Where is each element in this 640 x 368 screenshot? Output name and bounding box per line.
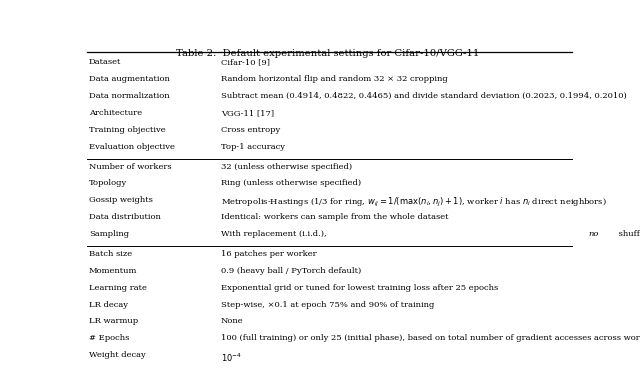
Text: LR decay: LR decay — [89, 301, 128, 309]
Text: Table 2:  Default experimental settings for Cifar-10/VGG-11: Table 2: Default experimental settings f… — [176, 49, 480, 58]
Text: Cifar-10 [9]: Cifar-10 [9] — [221, 59, 270, 66]
Text: Cross entropy: Cross entropy — [221, 126, 280, 134]
Text: Number of workers: Number of workers — [89, 163, 172, 171]
Text: Subtract mean (0.4914, 0.4822, 0.4465) and divide standard deviation (0.2023, 0.: Subtract mean (0.4914, 0.4822, 0.4465) a… — [221, 92, 627, 100]
Text: Data distribution: Data distribution — [89, 213, 161, 221]
Text: With replacement (i.i.d.),: With replacement (i.i.d.), — [221, 230, 329, 238]
Text: Momentum: Momentum — [89, 267, 138, 275]
Text: 16 patches per worker: 16 patches per worker — [221, 250, 317, 258]
Text: Metropolis-Hastings (1/3 for ring, $w_{ij} = 1/(\max(n_i, n_j) + 1)$, worker $i$: Metropolis-Hastings (1/3 for ring, $w_{i… — [221, 196, 607, 209]
Text: Weight decay: Weight decay — [89, 351, 146, 359]
Text: Evaluation objective: Evaluation objective — [89, 143, 175, 151]
Text: Batch size: Batch size — [89, 250, 132, 258]
Text: None: None — [221, 318, 243, 325]
Text: LR warmup: LR warmup — [89, 318, 138, 325]
Text: 32 (unless otherwise specified): 32 (unless otherwise specified) — [221, 163, 352, 171]
Text: Sampling: Sampling — [89, 230, 129, 238]
Text: # Epochs: # Epochs — [89, 334, 129, 342]
Text: Ring (unless otherwise specified): Ring (unless otherwise specified) — [221, 180, 361, 187]
Text: Exponential grid or tuned for lowest training loss after 25 epochs: Exponential grid or tuned for lowest tra… — [221, 284, 498, 292]
Text: $10^{-4}$: $10^{-4}$ — [221, 351, 242, 364]
Text: VGG-11 [17]: VGG-11 [17] — [221, 109, 274, 117]
Text: Top-1 accuracy: Top-1 accuracy — [221, 143, 285, 151]
Text: Topology: Topology — [89, 180, 127, 187]
Text: 0.9 (heavy ball / PyTorch default): 0.9 (heavy ball / PyTorch default) — [221, 267, 361, 275]
Text: Data augmentation: Data augmentation — [89, 75, 170, 83]
Text: shuffled passes: shuffled passes — [616, 230, 640, 238]
Text: 100 (full training) or only 25 (initial phase), based on total number of gradien: 100 (full training) or only 25 (initial … — [221, 334, 640, 342]
Text: Data normalization: Data normalization — [89, 92, 170, 100]
Text: Identical: workers can sample from the whole dataset: Identical: workers can sample from the w… — [221, 213, 449, 221]
Text: no: no — [589, 230, 599, 238]
Text: Training objective: Training objective — [89, 126, 166, 134]
Text: Learning rate: Learning rate — [89, 284, 147, 292]
Text: Architecture: Architecture — [89, 109, 142, 117]
Text: Gossip weights: Gossip weights — [89, 196, 153, 204]
Text: Dataset: Dataset — [89, 59, 122, 66]
Text: Step-wise, ×0.1 at epoch 75% and 90% of training: Step-wise, ×0.1 at epoch 75% and 90% of … — [221, 301, 434, 309]
Text: Random horizontal flip and random 32 × 32 cropping: Random horizontal flip and random 32 × 3… — [221, 75, 447, 83]
